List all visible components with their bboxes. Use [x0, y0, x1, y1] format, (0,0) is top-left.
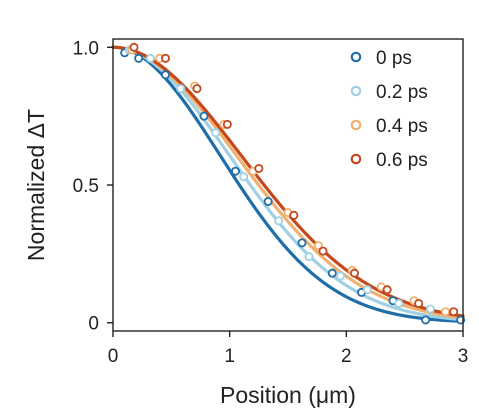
- x-axis-label: Position (μm): [220, 382, 356, 408]
- data-point: [289, 210, 299, 220]
- x-tick-label: 2: [341, 346, 352, 367]
- data-point: [327, 268, 337, 278]
- data-point: [176, 84, 186, 94]
- data-points: [120, 42, 466, 325]
- y-axis: 0 0.5 1.0: [73, 38, 113, 335]
- fit-curve: [111, 45, 465, 323]
- data-point: [394, 298, 404, 308]
- legend-marker: [350, 153, 362, 165]
- data-point: [421, 315, 431, 325]
- data-point: [449, 307, 459, 317]
- legend-marker: [350, 51, 362, 63]
- data-point: [335, 271, 345, 281]
- data-point: [239, 172, 249, 182]
- data-point: [134, 53, 144, 63]
- legend-label: 0.4 ps: [376, 116, 428, 137]
- data-point: [349, 268, 359, 278]
- legend-marker: [350, 85, 362, 97]
- data-point: [425, 304, 435, 314]
- y-tick-label: 1.0: [73, 38, 99, 59]
- data-point: [440, 307, 450, 317]
- fit-curve: [111, 45, 465, 322]
- data-point: [254, 163, 264, 173]
- legend-label: 0.2 ps: [376, 82, 428, 103]
- legend-label: 0.6 ps: [376, 150, 428, 171]
- data-point: [160, 53, 170, 63]
- y-tick-label: 0.5: [73, 176, 99, 197]
- data-point: [222, 119, 232, 129]
- data-point: [313, 241, 323, 251]
- data-point: [145, 53, 155, 63]
- x-tick-label: 0: [108, 346, 119, 367]
- data-point: [318, 246, 328, 256]
- data-point: [199, 111, 209, 121]
- data-point: [192, 84, 202, 94]
- data-point: [160, 70, 170, 80]
- x-axis: 0 1 2 3: [108, 331, 469, 367]
- data-point: [129, 42, 139, 52]
- legend: 0 ps 0.2 ps 0.4 ps 0.6 ps: [350, 48, 428, 171]
- data-point: [362, 285, 372, 295]
- x-tick-label: 3: [458, 346, 469, 367]
- x-tick-label: 1: [224, 346, 235, 367]
- data-point: [263, 197, 273, 207]
- data-point: [274, 216, 284, 226]
- data-point: [304, 252, 314, 262]
- data-point: [211, 128, 221, 138]
- y-axis-label: Normalized ΔT: [23, 109, 49, 261]
- data-point: [414, 298, 424, 308]
- legend-label: 0 ps: [376, 48, 412, 69]
- data-point: [382, 285, 392, 295]
- data-point: [297, 238, 307, 248]
- y-tick-label: 0: [88, 314, 99, 335]
- data-point: [230, 166, 240, 176]
- legend-marker: [350, 119, 362, 131]
